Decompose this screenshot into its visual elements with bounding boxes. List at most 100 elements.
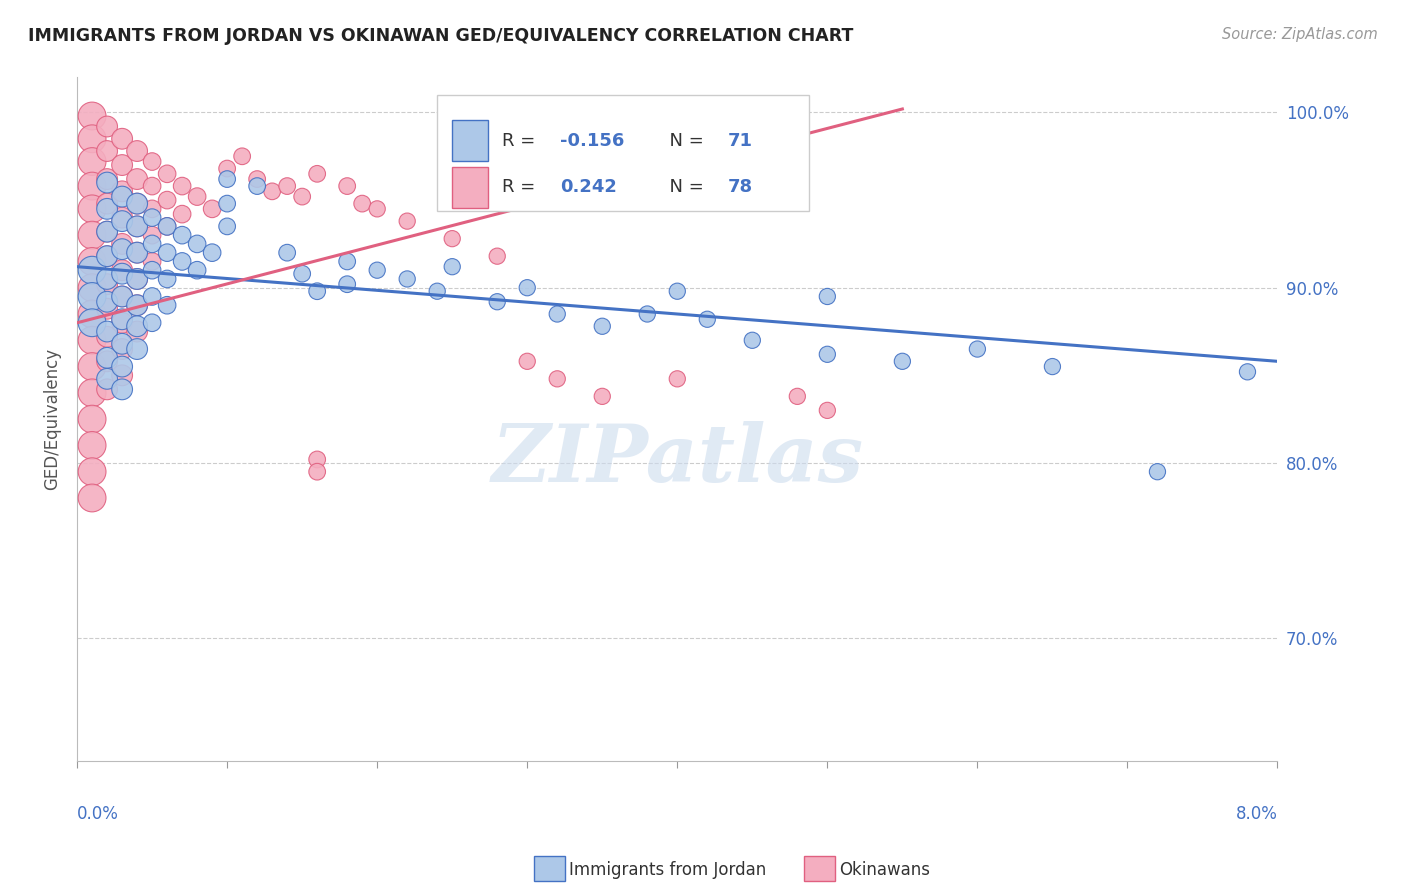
Point bbox=[246, 172, 269, 186]
Point bbox=[111, 185, 134, 199]
Point bbox=[141, 316, 163, 330]
Point bbox=[307, 167, 329, 181]
Point bbox=[441, 232, 464, 246]
Point bbox=[96, 176, 118, 190]
Text: Okinawans: Okinawans bbox=[839, 861, 931, 879]
Point bbox=[156, 219, 179, 234]
Text: Immigrants from Jordan: Immigrants from Jordan bbox=[569, 861, 766, 879]
Point bbox=[82, 412, 104, 426]
Text: R =: R = bbox=[502, 132, 541, 150]
Point bbox=[156, 167, 179, 181]
Point bbox=[546, 307, 568, 321]
Point bbox=[82, 281, 104, 295]
Point bbox=[82, 316, 104, 330]
FancyBboxPatch shape bbox=[451, 120, 488, 161]
Point bbox=[141, 211, 163, 225]
Point bbox=[441, 260, 464, 274]
Text: R =: R = bbox=[502, 178, 547, 196]
Point bbox=[307, 284, 329, 298]
Point bbox=[352, 196, 374, 211]
Point bbox=[307, 452, 329, 467]
Point bbox=[111, 312, 134, 326]
Point bbox=[172, 179, 194, 194]
Point bbox=[82, 228, 104, 243]
Point bbox=[546, 372, 568, 386]
Point bbox=[246, 179, 269, 194]
Text: N =: N = bbox=[658, 132, 710, 150]
Point bbox=[276, 245, 298, 260]
Point bbox=[486, 294, 509, 309]
Point bbox=[111, 382, 134, 396]
Text: 8.0%: 8.0% bbox=[1236, 805, 1278, 823]
Point bbox=[516, 281, 538, 295]
Point bbox=[127, 272, 149, 286]
Point bbox=[666, 372, 689, 386]
Point bbox=[96, 351, 118, 365]
Point bbox=[291, 189, 314, 203]
Text: 78: 78 bbox=[728, 178, 752, 196]
Point bbox=[127, 196, 149, 211]
Point bbox=[96, 272, 118, 286]
Point bbox=[141, 263, 163, 277]
Point bbox=[127, 319, 149, 334]
Point bbox=[82, 438, 104, 452]
Point bbox=[111, 189, 134, 203]
Point bbox=[172, 254, 194, 268]
Point bbox=[111, 289, 134, 303]
Point bbox=[141, 236, 163, 251]
Point bbox=[82, 359, 104, 374]
Point bbox=[141, 202, 163, 216]
Text: Source: ZipAtlas.com: Source: ZipAtlas.com bbox=[1222, 27, 1378, 42]
Point bbox=[156, 245, 179, 260]
Point bbox=[82, 385, 104, 400]
Point bbox=[172, 228, 194, 243]
Point bbox=[127, 219, 149, 234]
Point bbox=[426, 284, 449, 298]
Point bbox=[82, 263, 104, 277]
Point bbox=[96, 294, 118, 309]
Point bbox=[1042, 359, 1064, 374]
FancyBboxPatch shape bbox=[451, 167, 488, 208]
Point bbox=[82, 333, 104, 347]
Point bbox=[141, 179, 163, 194]
Point bbox=[111, 267, 134, 281]
Point bbox=[96, 120, 118, 134]
Point bbox=[111, 359, 134, 374]
Point bbox=[186, 263, 208, 277]
Point bbox=[815, 289, 838, 303]
Point bbox=[262, 185, 284, 199]
Point bbox=[96, 277, 118, 292]
Point bbox=[127, 196, 149, 211]
Point bbox=[127, 172, 149, 186]
Point bbox=[82, 179, 104, 194]
Point bbox=[172, 207, 194, 221]
Point bbox=[966, 342, 988, 356]
Point bbox=[111, 289, 134, 303]
Point bbox=[141, 254, 163, 268]
Point bbox=[217, 172, 239, 186]
Point bbox=[127, 272, 149, 286]
Point bbox=[336, 254, 359, 268]
Point bbox=[96, 249, 118, 263]
Point bbox=[96, 196, 118, 211]
Point bbox=[366, 263, 388, 277]
Point bbox=[141, 154, 163, 169]
Point bbox=[96, 225, 118, 239]
Point bbox=[141, 228, 163, 243]
Point bbox=[396, 214, 419, 228]
Text: ZIPatlas: ZIPatlas bbox=[491, 421, 863, 499]
Point bbox=[141, 289, 163, 303]
Point bbox=[96, 382, 118, 396]
Point bbox=[111, 342, 134, 356]
Point bbox=[96, 354, 118, 368]
Text: 71: 71 bbox=[728, 132, 752, 150]
Point bbox=[127, 325, 149, 339]
Point bbox=[741, 333, 763, 347]
Point bbox=[307, 465, 329, 479]
Point bbox=[82, 202, 104, 216]
Point bbox=[1146, 465, 1168, 479]
Point bbox=[217, 219, 239, 234]
Point bbox=[217, 161, 239, 176]
Point bbox=[82, 154, 104, 169]
Point bbox=[366, 202, 388, 216]
